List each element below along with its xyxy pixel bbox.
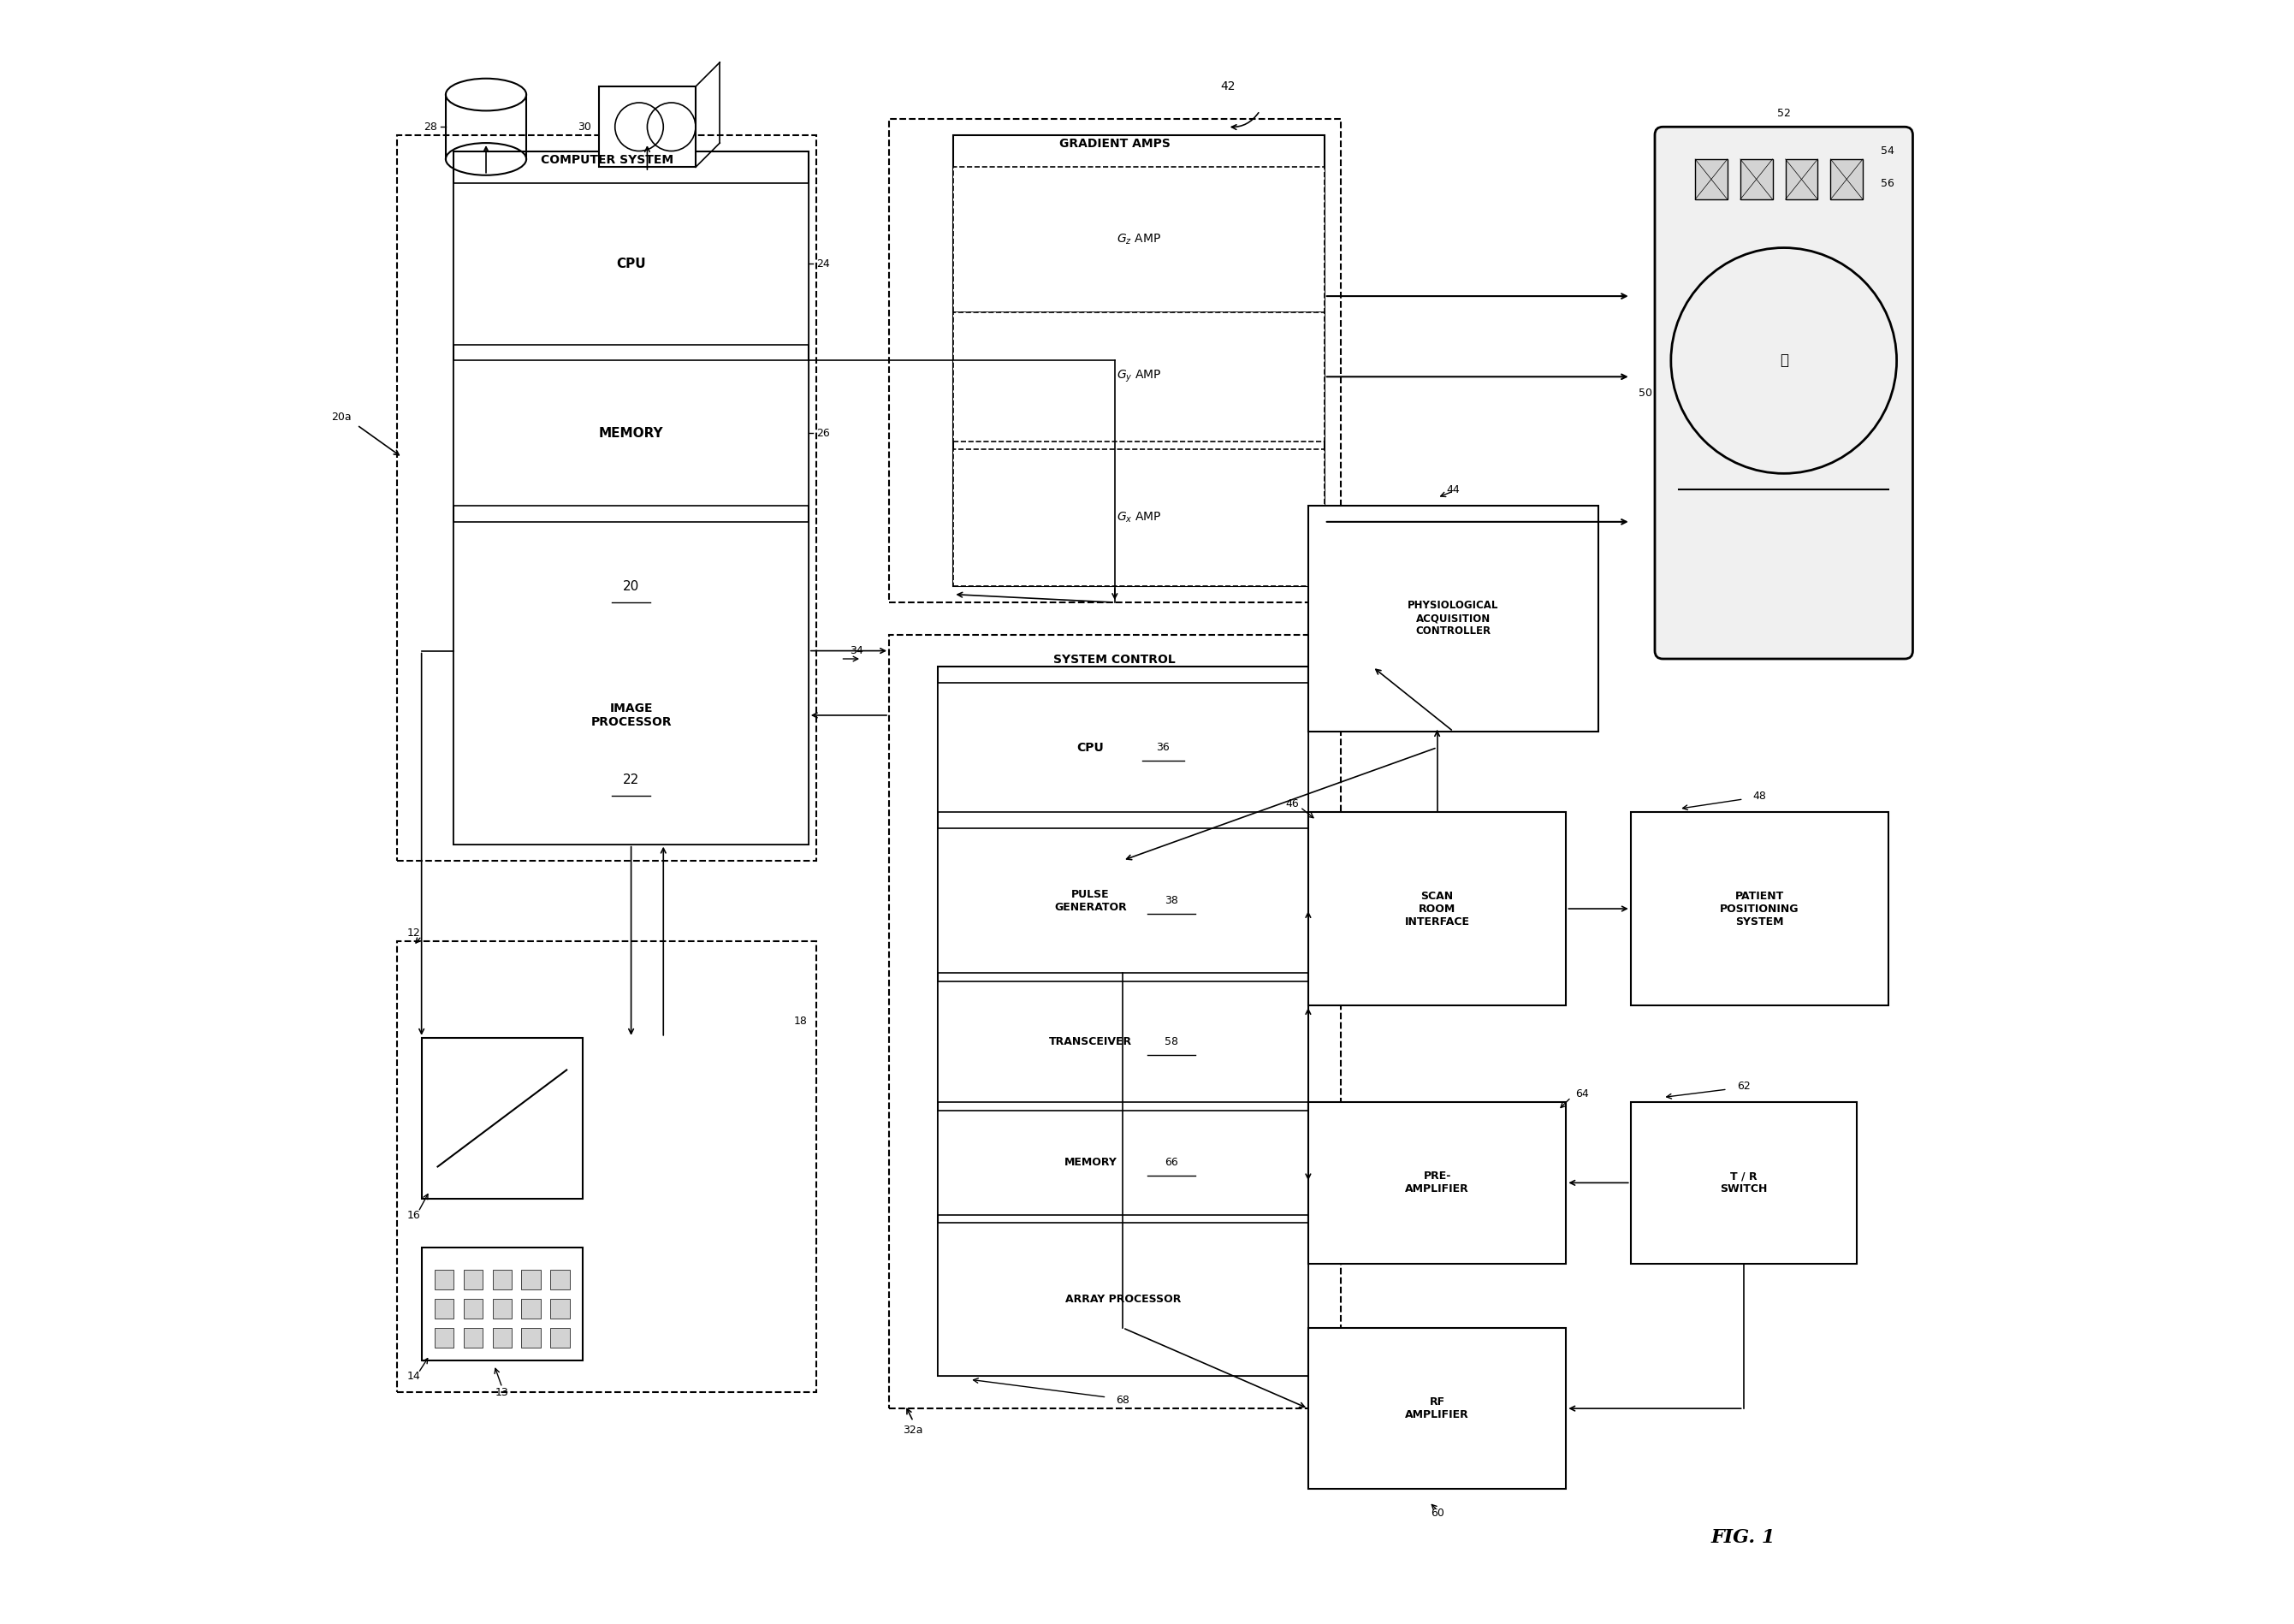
FancyBboxPatch shape [463,1270,482,1289]
FancyBboxPatch shape [1631,812,1888,1005]
FancyBboxPatch shape [454,151,807,844]
FancyBboxPatch shape [1741,159,1773,200]
Text: $G_x$ AMP: $G_x$ AMP [1117,512,1161,525]
FancyBboxPatch shape [954,450,1324,586]
FancyBboxPatch shape [1831,159,1863,200]
Text: 👤: 👤 [1780,352,1787,369]
Text: 38: 38 [1165,895,1179,906]
Text: 14: 14 [406,1371,420,1382]
Text: $G_z$ AMP: $G_z$ AMP [1117,232,1161,247]
FancyBboxPatch shape [434,1328,454,1348]
FancyBboxPatch shape [434,1270,454,1289]
Text: 62: 62 [1737,1080,1750,1091]
FancyBboxPatch shape [954,167,1324,312]
Text: 12: 12 [406,927,420,939]
FancyBboxPatch shape [954,312,1324,442]
Text: 24: 24 [817,258,830,270]
Text: 48: 48 [1753,791,1766,801]
Text: PATIENT
POSITIONING
SYSTEM: PATIENT POSITIONING SYSTEM [1720,890,1798,927]
FancyBboxPatch shape [422,1038,583,1199]
Text: MEMORY: MEMORY [1064,1156,1117,1168]
FancyBboxPatch shape [1695,159,1727,200]
FancyBboxPatch shape [521,1270,541,1289]
FancyBboxPatch shape [938,1223,1308,1376]
FancyBboxPatch shape [1654,127,1913,659]
Text: 20a: 20a [330,411,351,422]
FancyBboxPatch shape [599,86,695,167]
Text: 46: 46 [1285,799,1298,809]
Text: 54: 54 [1881,146,1895,156]
Text: 66: 66 [1165,1156,1177,1168]
Text: 30: 30 [578,122,592,133]
FancyBboxPatch shape [463,1328,482,1348]
FancyBboxPatch shape [521,1299,541,1319]
Text: 52: 52 [1778,107,1792,119]
FancyBboxPatch shape [1308,505,1599,731]
FancyBboxPatch shape [938,828,1308,973]
FancyBboxPatch shape [493,1328,512,1348]
Text: 16: 16 [406,1210,420,1221]
FancyBboxPatch shape [938,1111,1308,1215]
Text: TRANSCEIVER: TRANSCEIVER [1048,1036,1133,1047]
Text: T / R
SWITCH: T / R SWITCH [1720,1171,1766,1195]
Text: 68: 68 [1115,1395,1129,1406]
Text: 13: 13 [496,1387,509,1398]
FancyBboxPatch shape [1785,159,1817,200]
Text: $G_y$ AMP: $G_y$ AMP [1117,369,1161,385]
FancyBboxPatch shape [454,184,807,344]
FancyBboxPatch shape [493,1270,512,1289]
Text: IMAGE
PROCESSOR: IMAGE PROCESSOR [590,702,672,728]
Text: PULSE
GENERATOR: PULSE GENERATOR [1055,888,1126,913]
FancyBboxPatch shape [493,1299,512,1319]
FancyBboxPatch shape [521,1328,541,1348]
Text: PRE-
AMPLIFIER: PRE- AMPLIFIER [1406,1171,1468,1195]
FancyBboxPatch shape [1631,1103,1856,1263]
FancyBboxPatch shape [954,135,1324,586]
FancyBboxPatch shape [1308,812,1567,1005]
FancyBboxPatch shape [551,1270,569,1289]
Text: PHYSIOLOGICAL
ACQUISITION
CONTROLLER: PHYSIOLOGICAL ACQUISITION CONTROLLER [1409,601,1498,637]
Text: 32a: 32a [904,1424,922,1436]
Text: SCAN
ROOM
INTERFACE: SCAN ROOM INTERFACE [1404,890,1470,927]
Text: 22: 22 [624,773,640,786]
FancyBboxPatch shape [1308,1103,1567,1263]
FancyBboxPatch shape [938,667,1308,1376]
FancyBboxPatch shape [938,981,1308,1103]
Text: 34: 34 [851,645,863,656]
FancyBboxPatch shape [434,1299,454,1319]
Text: RF
AMPLIFIER: RF AMPLIFIER [1406,1397,1468,1421]
Text: 18: 18 [794,1017,807,1026]
FancyBboxPatch shape [422,1247,583,1361]
Text: 60: 60 [1431,1507,1443,1518]
Text: 28: 28 [424,122,438,133]
FancyBboxPatch shape [551,1299,569,1319]
FancyBboxPatch shape [454,521,807,844]
Text: COMPUTER SYSTEM: COMPUTER SYSTEM [541,154,674,166]
Text: FIG. 1: FIG. 1 [1711,1528,1776,1548]
FancyBboxPatch shape [938,684,1308,812]
Text: CPU: CPU [617,258,647,270]
Text: 64: 64 [1576,1088,1590,1099]
Text: MEMORY: MEMORY [599,427,663,440]
Text: SYSTEM CONTROL: SYSTEM CONTROL [1053,654,1177,666]
Text: ARRAY PROCESSOR: ARRAY PROCESSOR [1064,1294,1181,1306]
Text: GRADIENT AMPS: GRADIENT AMPS [1060,138,1170,149]
FancyBboxPatch shape [551,1328,569,1348]
Text: 50: 50 [1638,387,1652,398]
Text: 42: 42 [1220,81,1234,93]
Text: 36: 36 [1156,742,1170,754]
Text: 26: 26 [817,427,830,438]
Text: 58: 58 [1165,1036,1179,1047]
Text: 44: 44 [1448,484,1459,495]
Text: 20: 20 [624,580,640,593]
FancyBboxPatch shape [454,361,807,505]
FancyBboxPatch shape [1308,1328,1567,1489]
Text: CPU: CPU [1076,742,1103,754]
Text: 56: 56 [1881,177,1895,188]
FancyBboxPatch shape [463,1299,482,1319]
